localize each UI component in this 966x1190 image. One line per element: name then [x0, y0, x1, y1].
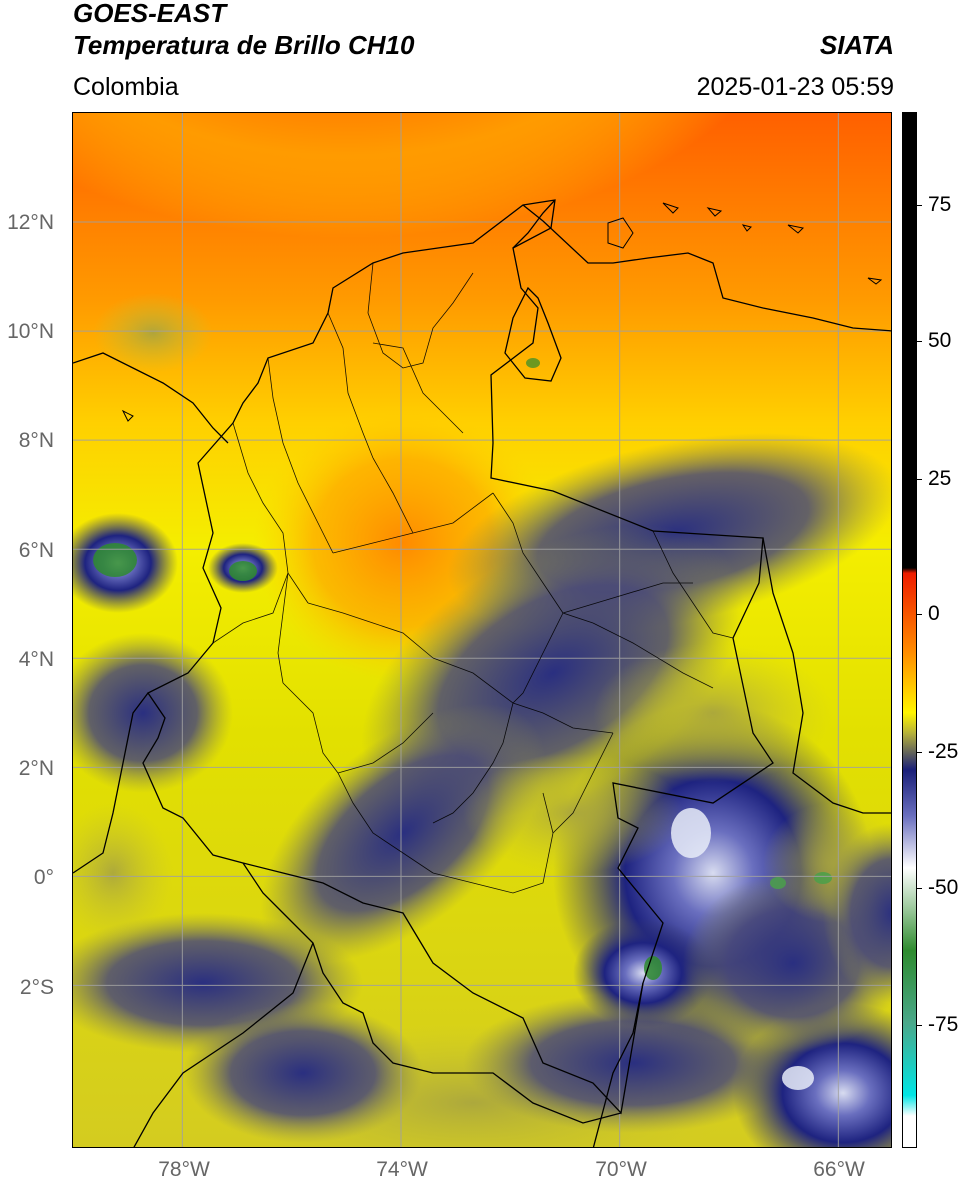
cold-cloud-tops [93, 358, 832, 1090]
maracaibo-lake [504, 286, 562, 382]
lat-label-6n: 6°N [18, 539, 54, 562]
map-panel[interactable] [72, 112, 892, 1148]
panama-coast [73, 352, 229, 444]
cb-tick-0 [917, 614, 922, 615]
cb-tick-minus-25 [917, 752, 922, 753]
venezuela-coast [522, 204, 891, 332]
datetime-label: 2025-01-23 05:59 [696, 73, 894, 101]
colorbar-label-25: 25 [928, 467, 952, 490]
colorbar-label-minus-25: -25 [928, 740, 959, 763]
brand-label: SIATA [819, 30, 894, 60]
peru-border [133, 942, 314, 1147]
cloud-field [73, 293, 891, 1147]
product-title: Temperatura de Brillo CH10 [73, 30, 415, 60]
cb-tick-75 [917, 205, 922, 206]
colombia-border [142, 199, 774, 1115]
region-label: Colombia [73, 73, 179, 101]
cb-tick-50 [917, 341, 922, 342]
lat-label-2n: 2°N [18, 757, 54, 780]
cb-tick-minus-50 [917, 888, 922, 889]
lat-label-8n: 8°N [18, 429, 54, 452]
boundaries [73, 199, 891, 1147]
department-borders [212, 262, 734, 894]
lon-label-70w: 70°W [595, 1158, 647, 1181]
lat-label-12n: 12°N [7, 211, 54, 234]
colorbar-label-minus-75: -75 [928, 1013, 959, 1036]
pacific-coast [73, 692, 149, 874]
lat-label-10n: 10°N [7, 320, 54, 343]
lat-label-0: 0° [33, 866, 54, 889]
islands [121, 202, 883, 422]
lon-label-78w: 78°W [158, 1158, 210, 1181]
brazil-border [592, 982, 644, 1147]
colorbar-label-50: 50 [928, 329, 952, 352]
brightness-temperature-map [73, 113, 891, 1147]
lon-label-74w: 74°W [376, 1158, 428, 1181]
satellite-title: GOES-EAST [73, 0, 227, 28]
colorbar [902, 112, 917, 1148]
lon-label-66w: 66°W [813, 1158, 865, 1181]
colorbar-label-0: 0 [928, 602, 940, 625]
warm-hotspot [73, 113, 833, 423]
ecuador-border [242, 862, 622, 1124]
guajira-outline [512, 199, 556, 249]
cb-tick-25 [917, 479, 922, 480]
lat-label-4n: 4°N [18, 648, 54, 671]
lat-label-2s: 2°S [19, 976, 54, 999]
graticule [73, 113, 891, 1147]
colorbar-label-75: 75 [928, 193, 952, 216]
cb-tick-minus-75 [917, 1025, 922, 1026]
colorbar-label-minus-50: -50 [928, 876, 959, 899]
guyana-border [762, 537, 891, 814]
